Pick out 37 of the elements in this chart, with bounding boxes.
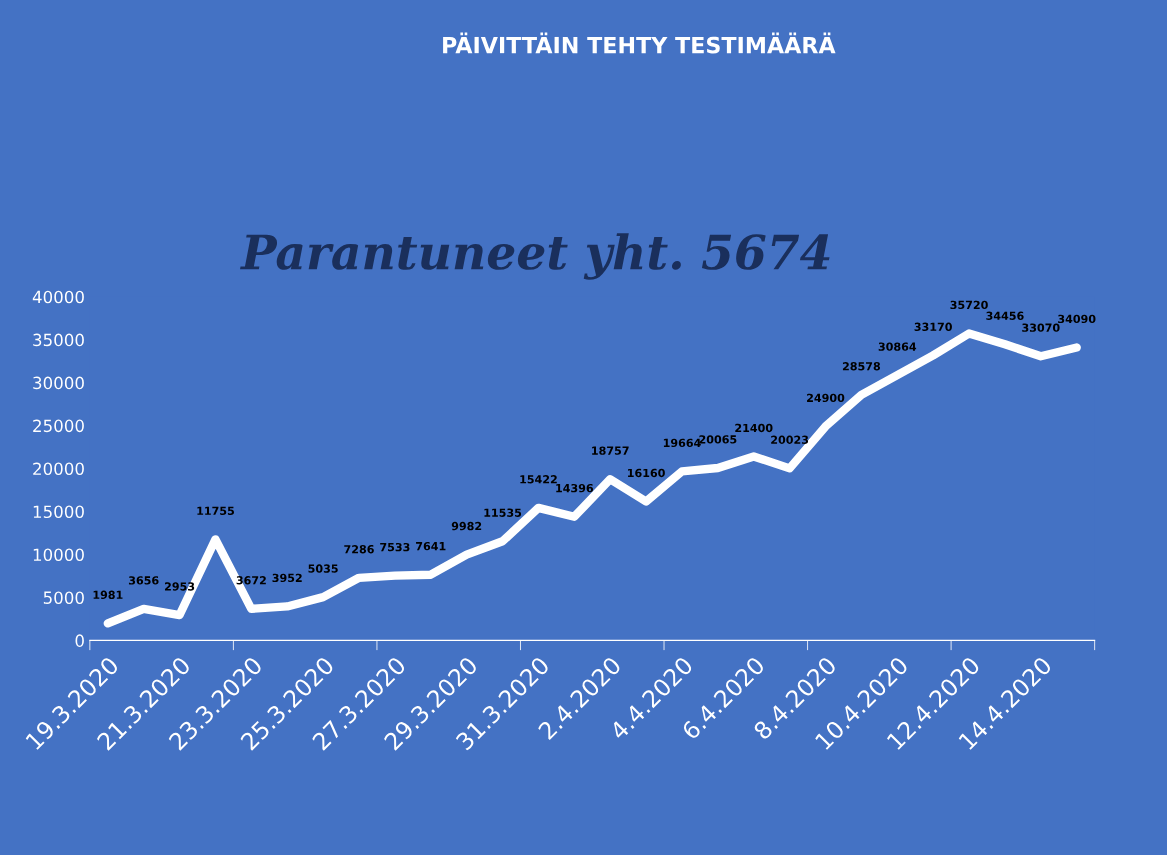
data-label: 1981 [93,590,123,599]
data-label: 16160 [628,468,665,478]
y-tick-label: 35000 [33,333,84,347]
data-label: 33070 [1022,323,1060,332]
data-label: 7286 [344,545,374,554]
data-label: 3952 [272,573,302,583]
y-tick-label: 15000 [33,505,84,519]
data-label: 11755 [197,506,235,516]
y-tick-label: 25000 [33,419,84,433]
data-label: 11535 [484,508,522,517]
data-label: 7641 [416,541,446,551]
data-label: 15422 [520,475,557,484]
data-label: 30864 [878,342,917,351]
data-label: 24900 [807,393,845,403]
data-label: 19664 [663,438,701,448]
data-label: 34090 [1058,314,1096,324]
y-tick-label: 20000 [33,462,84,476]
data-label: 35720 [950,300,988,310]
data-label: 14396 [556,483,594,493]
data-label: 7533 [380,542,410,552]
data-label: 5035 [308,564,338,573]
data-label: 20065 [699,435,737,444]
y-tick-label: 5000 [43,591,84,604]
data-label: 33170 [914,322,952,331]
data-label: 20023 [771,435,809,444]
text: Parantuneet yht. 5674 [240,233,830,280]
data-label: 9982 [451,521,482,531]
data-label: 3656 [128,576,159,585]
data-label: 21400 [735,423,773,433]
data-label: 28578 [842,362,881,371]
data-label: 18757 [592,446,629,455]
data-label: 34456 [986,311,1024,320]
y-tick-label: 0 [75,634,84,647]
chart-title: PÄIVITTÄIN TEHTY TESTIMÄÄRÄ [443,32,836,54]
y-tick-label: 40000 [32,290,84,304]
y-tick-label: 30000 [33,376,84,390]
y-tick-label: 10000 [33,548,84,562]
